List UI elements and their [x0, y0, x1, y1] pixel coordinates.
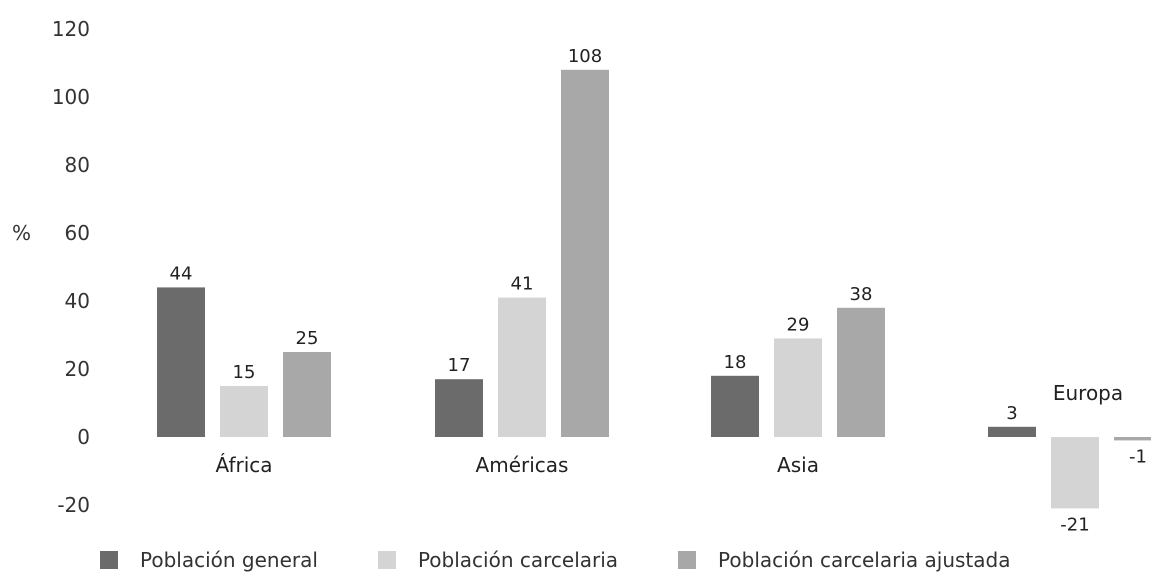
- y-tick-label: 20: [65, 357, 90, 381]
- bars: 44 15 25 17 41 108 18 29 38 3 -21 -1: [157, 46, 1151, 535]
- legend-item: Población carcelaria ajustada: [678, 548, 1010, 572]
- bar: [988, 426, 1036, 437]
- category-label: Europa: [1053, 381, 1123, 405]
- bar-value-label: 44: [170, 263, 193, 284]
- y-axis-label: %: [12, 221, 31, 245]
- legend-item: Población carcelaria: [377, 548, 619, 572]
- bar-value-label: -21: [1060, 514, 1089, 535]
- bar: [774, 338, 822, 437]
- legend-item: Población general: [100, 548, 318, 572]
- legend-label: Población general: [140, 548, 318, 572]
- category-label: África: [215, 453, 272, 477]
- bar: [561, 69, 609, 438]
- bar-value-label: 29: [787, 314, 810, 335]
- bar-value-label: 38: [850, 284, 873, 305]
- bar-chart: -20 0 20 40 60 80 100 120 % 44 15 25 17 41 108 18 29 38…: [12, 17, 1151, 535]
- bar: [837, 307, 885, 437]
- y-tick-label: 40: [65, 289, 90, 313]
- y-axis-ticks: -20 0 20 40 60 80 100 120: [52, 17, 90, 517]
- y-tick-label: -20: [57, 493, 90, 517]
- legend-swatch: [377, 551, 396, 569]
- y-tick-label: 80: [65, 153, 90, 177]
- legend-swatch: [678, 551, 697, 569]
- bar: [283, 352, 331, 437]
- legend-label: Población carcelaria ajustada: [718, 548, 1011, 572]
- bar: [1051, 437, 1099, 509]
- bar-value-label: 41: [511, 274, 534, 295]
- bar-value-label: 108: [568, 46, 602, 67]
- bar-value-label: -1: [1129, 446, 1147, 467]
- bar: [711, 375, 759, 437]
- category-label: Asia: [777, 453, 819, 477]
- bar: [435, 379, 483, 437]
- y-tick-label: 120: [52, 17, 90, 41]
- bar-value-label: 15: [233, 362, 256, 383]
- category-labels: África Américas Asia Europa: [215, 381, 1123, 477]
- bar-value-label: 3: [1006, 403, 1017, 424]
- bar-value-label: 18: [724, 352, 747, 373]
- legend-swatch: [100, 551, 118, 569]
- bar: [1114, 437, 1151, 441]
- legend: Población general Población carcelaria Pob…: [100, 548, 1070, 572]
- bar-value-label: 17: [448, 355, 471, 376]
- bar: [498, 297, 546, 437]
- y-tick-label: 100: [52, 85, 90, 109]
- legend-label: Población carcelaria: [417, 548, 619, 572]
- bar: [157, 287, 205, 437]
- bar-value-label: 25: [296, 328, 319, 349]
- y-tick-label: 60: [65, 221, 90, 245]
- bar: [220, 386, 268, 437]
- y-tick-label: 0: [77, 425, 90, 449]
- category-label: Américas: [476, 453, 569, 477]
